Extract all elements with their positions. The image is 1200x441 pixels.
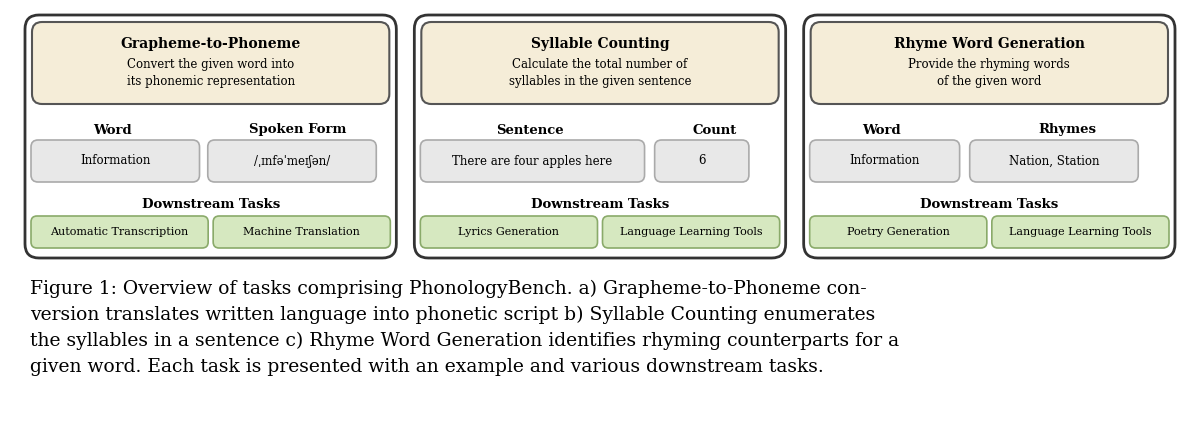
FancyBboxPatch shape xyxy=(25,15,396,258)
FancyBboxPatch shape xyxy=(602,216,780,248)
FancyBboxPatch shape xyxy=(208,140,377,182)
Text: Figure 1: Overview of tasks comprising PhonologyBench. a) Grapheme-to-Phoneme co: Figure 1: Overview of tasks comprising P… xyxy=(30,280,866,298)
Text: the syllables in a sentence c) Rhyme Word Generation identifies rhyming counterp: the syllables in a sentence c) Rhyme Wor… xyxy=(30,332,899,350)
Text: Automatic Transcription: Automatic Transcription xyxy=(50,227,188,237)
FancyBboxPatch shape xyxy=(810,216,986,248)
FancyBboxPatch shape xyxy=(214,216,390,248)
Text: Information: Information xyxy=(850,154,920,168)
FancyBboxPatch shape xyxy=(811,22,1168,104)
Text: Downstream Tasks: Downstream Tasks xyxy=(142,198,280,210)
Text: Language Learning Tools: Language Learning Tools xyxy=(619,227,762,237)
FancyBboxPatch shape xyxy=(992,216,1169,248)
FancyBboxPatch shape xyxy=(420,140,644,182)
Text: There are four apples here: There are four apples here xyxy=(452,154,612,168)
Text: Downstream Tasks: Downstream Tasks xyxy=(530,198,670,210)
Text: Lyrics Generation: Lyrics Generation xyxy=(458,227,559,237)
Text: Word: Word xyxy=(92,123,132,137)
Text: Calculate the total number of
syllables in the given sentence: Calculate the total number of syllables … xyxy=(509,58,691,88)
Text: Rhymes: Rhymes xyxy=(1038,123,1097,137)
FancyBboxPatch shape xyxy=(970,140,1139,182)
FancyBboxPatch shape xyxy=(31,216,208,248)
Text: Count: Count xyxy=(692,123,737,137)
Text: given word. Each task is presented with an example and various downstream tasks.: given word. Each task is presented with … xyxy=(30,358,823,376)
Text: Language Learning Tools: Language Learning Tools xyxy=(1009,227,1152,237)
Text: Downstream Tasks: Downstream Tasks xyxy=(920,198,1058,210)
Text: Syllable Counting: Syllable Counting xyxy=(530,37,670,51)
FancyBboxPatch shape xyxy=(414,15,786,258)
Text: Convert the given word into
its phonemic representation: Convert the given word into its phonemic… xyxy=(127,58,295,88)
Text: version translates written language into phonetic script b) Syllable Counting en: version translates written language into… xyxy=(30,306,875,324)
Text: Provide the rhyming words
of the given word: Provide the rhyming words of the given w… xyxy=(908,58,1070,88)
Text: Sentence: Sentence xyxy=(496,123,563,137)
FancyBboxPatch shape xyxy=(31,140,199,182)
FancyBboxPatch shape xyxy=(32,22,389,104)
Text: /ˌɪnfəˈmeɪʃən/: /ˌɪnfəˈmeɪʃən/ xyxy=(254,154,330,168)
FancyBboxPatch shape xyxy=(421,22,779,104)
Text: Rhyme Word Generation: Rhyme Word Generation xyxy=(894,37,1085,51)
Text: Poetry Generation: Poetry Generation xyxy=(847,227,949,237)
Text: Spoken Form: Spoken Form xyxy=(250,123,347,137)
Text: Information: Information xyxy=(80,154,150,168)
FancyBboxPatch shape xyxy=(420,216,598,248)
Text: 6: 6 xyxy=(698,154,706,168)
Text: Word: Word xyxy=(863,123,901,137)
Text: Grapheme-to-Phoneme: Grapheme-to-Phoneme xyxy=(120,37,301,51)
Text: Nation, Station: Nation, Station xyxy=(1009,154,1099,168)
Text: Machine Translation: Machine Translation xyxy=(244,227,360,237)
FancyBboxPatch shape xyxy=(804,15,1175,258)
FancyBboxPatch shape xyxy=(655,140,749,182)
FancyBboxPatch shape xyxy=(810,140,960,182)
